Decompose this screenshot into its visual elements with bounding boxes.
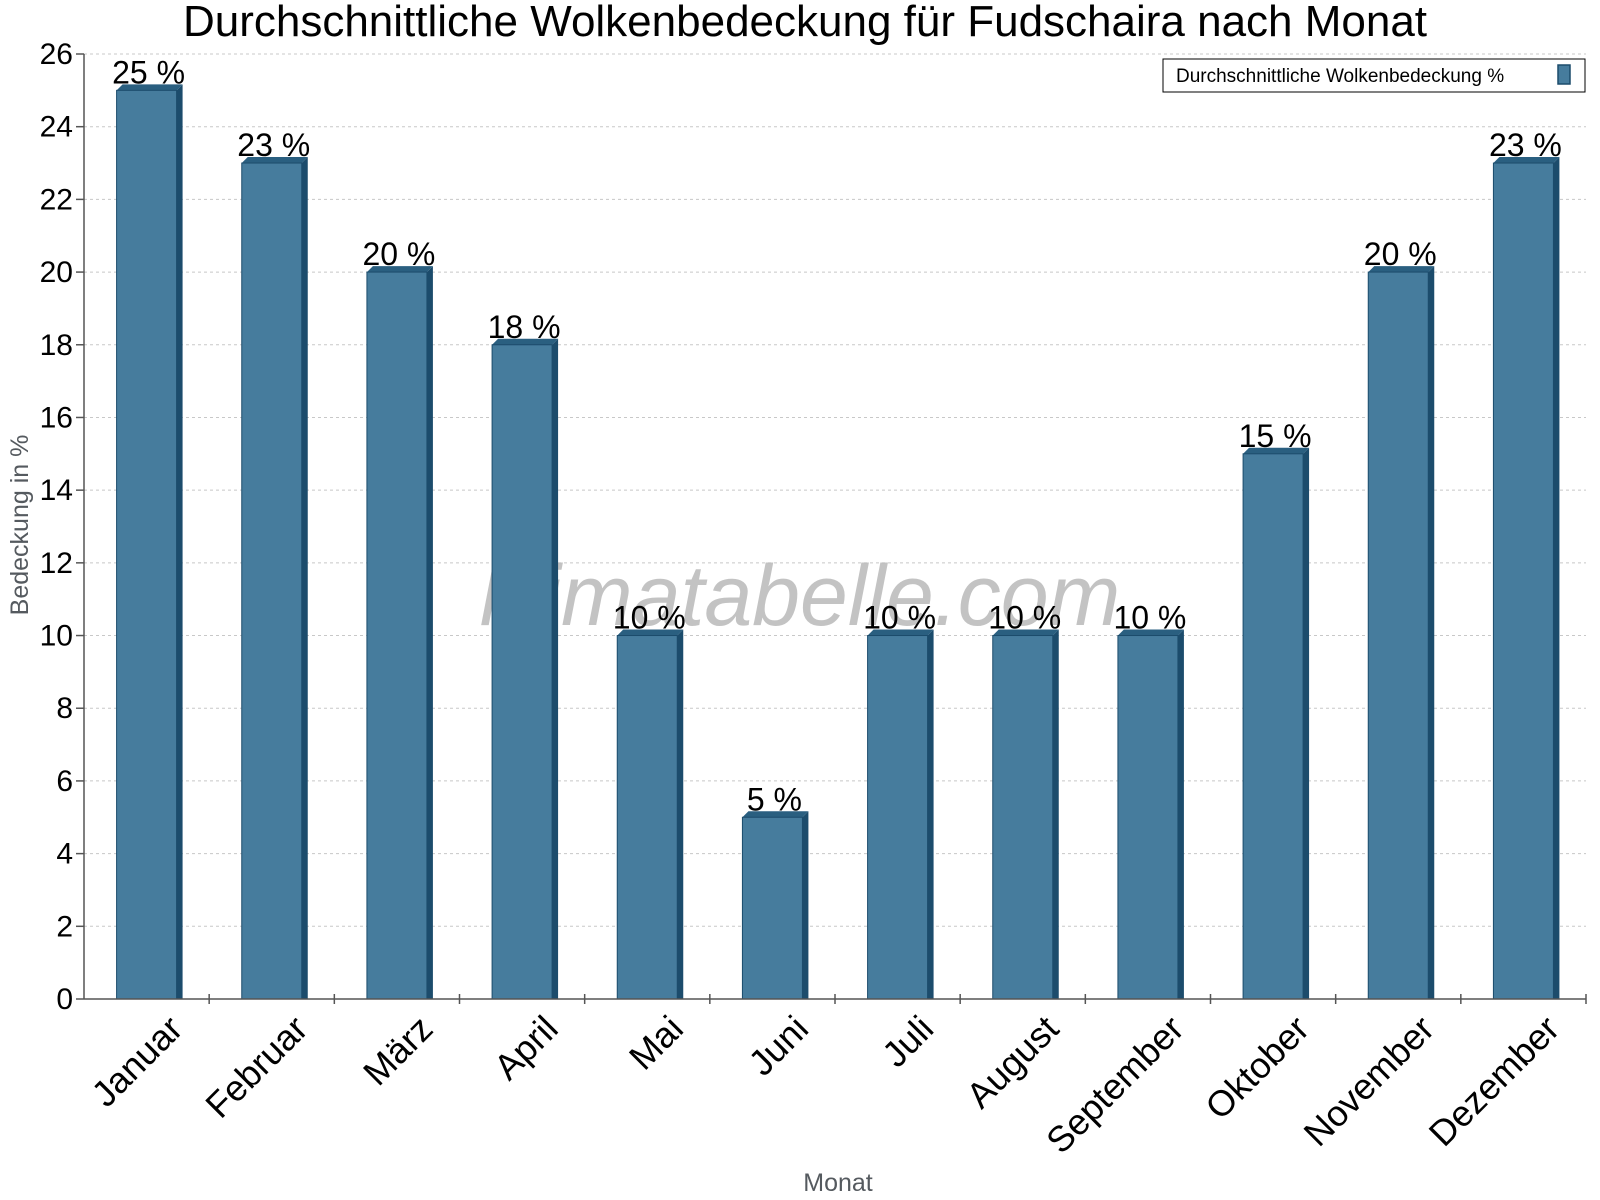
bar-mai [616, 629, 684, 1000]
bar-juli [867, 629, 934, 1000]
y-tick-label: 20 [40, 256, 73, 289]
x-axis-label: Monat [803, 1169, 873, 1197]
legend-swatch [1557, 64, 1571, 85]
bar-side [1303, 447, 1310, 999]
x-tick-label: März [355, 1008, 441, 1094]
x-tick-label: Dezember [1421, 1008, 1567, 1154]
bar-side [426, 266, 433, 1000]
bar-front [366, 271, 428, 1000]
x-tick-label: Juli [874, 1008, 941, 1075]
bar-top [742, 811, 809, 818]
bar-front [116, 89, 178, 1000]
bar-november [1367, 266, 1435, 1000]
bar-side [1553, 157, 1560, 1000]
bar-top [492, 338, 559, 345]
x-tick-label: November [1295, 1008, 1441, 1154]
data-label: 10 % [988, 600, 1061, 636]
data-label: 15 % [1239, 418, 1312, 454]
bar-top [1243, 447, 1310, 454]
data-label: 23 % [237, 127, 310, 163]
grid-layer [84, 53, 1586, 927]
legend: Durchschnittliche Wolkenbedeckung % [1162, 58, 1586, 93]
y-tick-label: 2 [56, 910, 73, 943]
legend-box [1162, 58, 1586, 93]
bar-front [1242, 453, 1304, 1000]
bar-front [741, 816, 803, 1000]
x-tick-label: Februar [197, 1008, 315, 1126]
bar-front [1117, 635, 1179, 1000]
bar-juni [741, 811, 809, 1000]
y-tick-label: 0 [56, 983, 73, 1016]
x-tick-label: April [486, 1008, 566, 1088]
bar-oktober [1242, 447, 1310, 1000]
bar-august [992, 629, 1059, 1000]
bar-side [176, 84, 183, 1000]
bar-side [802, 811, 809, 999]
x-tick-label: August [958, 1008, 1066, 1116]
data-label: 18 % [488, 309, 561, 345]
bar-april [491, 338, 559, 1000]
bar-front [616, 635, 678, 1000]
bar-side [301, 157, 308, 1000]
bar-top [992, 629, 1059, 636]
y-tick-label: 10 [40, 620, 73, 653]
bar-top [867, 629, 934, 636]
y-tick-label: 24 [40, 111, 73, 144]
legend-label: Durchschnittliche Wolkenbedeckung % [1176, 66, 1504, 87]
bar-side [1177, 629, 1184, 999]
bar-side [1052, 629, 1059, 999]
bar-märz [366, 266, 433, 1000]
bar-top [241, 157, 308, 164]
data-label: 10 % [863, 600, 936, 636]
y-tick-label: 12 [40, 547, 73, 580]
bar-front [491, 344, 553, 1000]
data-label: 10 % [1113, 600, 1186, 636]
x-tick-label: September [1038, 1008, 1192, 1162]
bar-front [867, 635, 929, 1000]
bars-layer: 25 % 23 % 20 % 18 % 10 % 5 % 10 % 10 % 10 % 15 % 2… [112, 54, 1562, 1000]
bar-top [617, 629, 684, 636]
data-label: 10 % [613, 600, 686, 636]
x-tick-label: Januar [83, 1008, 190, 1115]
data-label: 5 % [747, 781, 802, 817]
y-tick-label: 18 [40, 329, 73, 362]
data-label: 25 % [112, 54, 185, 90]
chart-title: Durchschnittliche Wolkenbedeckung für Fu… [183, 0, 1427, 46]
bar-september [1117, 629, 1184, 1000]
bar-top [1117, 629, 1184, 636]
bar-top [116, 84, 183, 91]
bar-side [677, 629, 684, 999]
bar-januar [116, 84, 183, 1000]
bar-side [552, 338, 559, 999]
data-label: 20 % [1364, 236, 1437, 272]
y-tick-label: 16 [40, 401, 73, 434]
y-tick-label: 26 [40, 38, 73, 71]
bar-front [1367, 271, 1429, 1000]
bar-side [927, 629, 934, 999]
bar-front [1492, 162, 1554, 1000]
bar-top [1368, 266, 1435, 273]
y-axis-label: Bedeckung in % [6, 435, 34, 616]
y-tick-label: 14 [40, 474, 73, 507]
y-tick-label: 6 [56, 765, 73, 798]
x-tick-label: Mai [621, 1008, 691, 1078]
bar-dezember [1492, 157, 1560, 1000]
bar-top [1493, 157, 1560, 164]
bar-top [366, 266, 433, 273]
bar-side [1428, 266, 1435, 1000]
bar-februar [241, 157, 308, 1000]
x-tick-label: Juni [740, 1008, 816, 1084]
watermark: klimatabelle.com [480, 548, 1120, 644]
data-label: 20 % [362, 236, 435, 272]
y-tick-label: 8 [56, 692, 73, 725]
data-label: 23 % [1489, 127, 1562, 163]
y-tick-label: 4 [56, 838, 73, 871]
bar-front [992, 635, 1054, 1000]
x-tick-label: Oktober [1197, 1008, 1317, 1128]
y-tick-label: 22 [40, 183, 73, 216]
bar-front [241, 162, 303, 1000]
